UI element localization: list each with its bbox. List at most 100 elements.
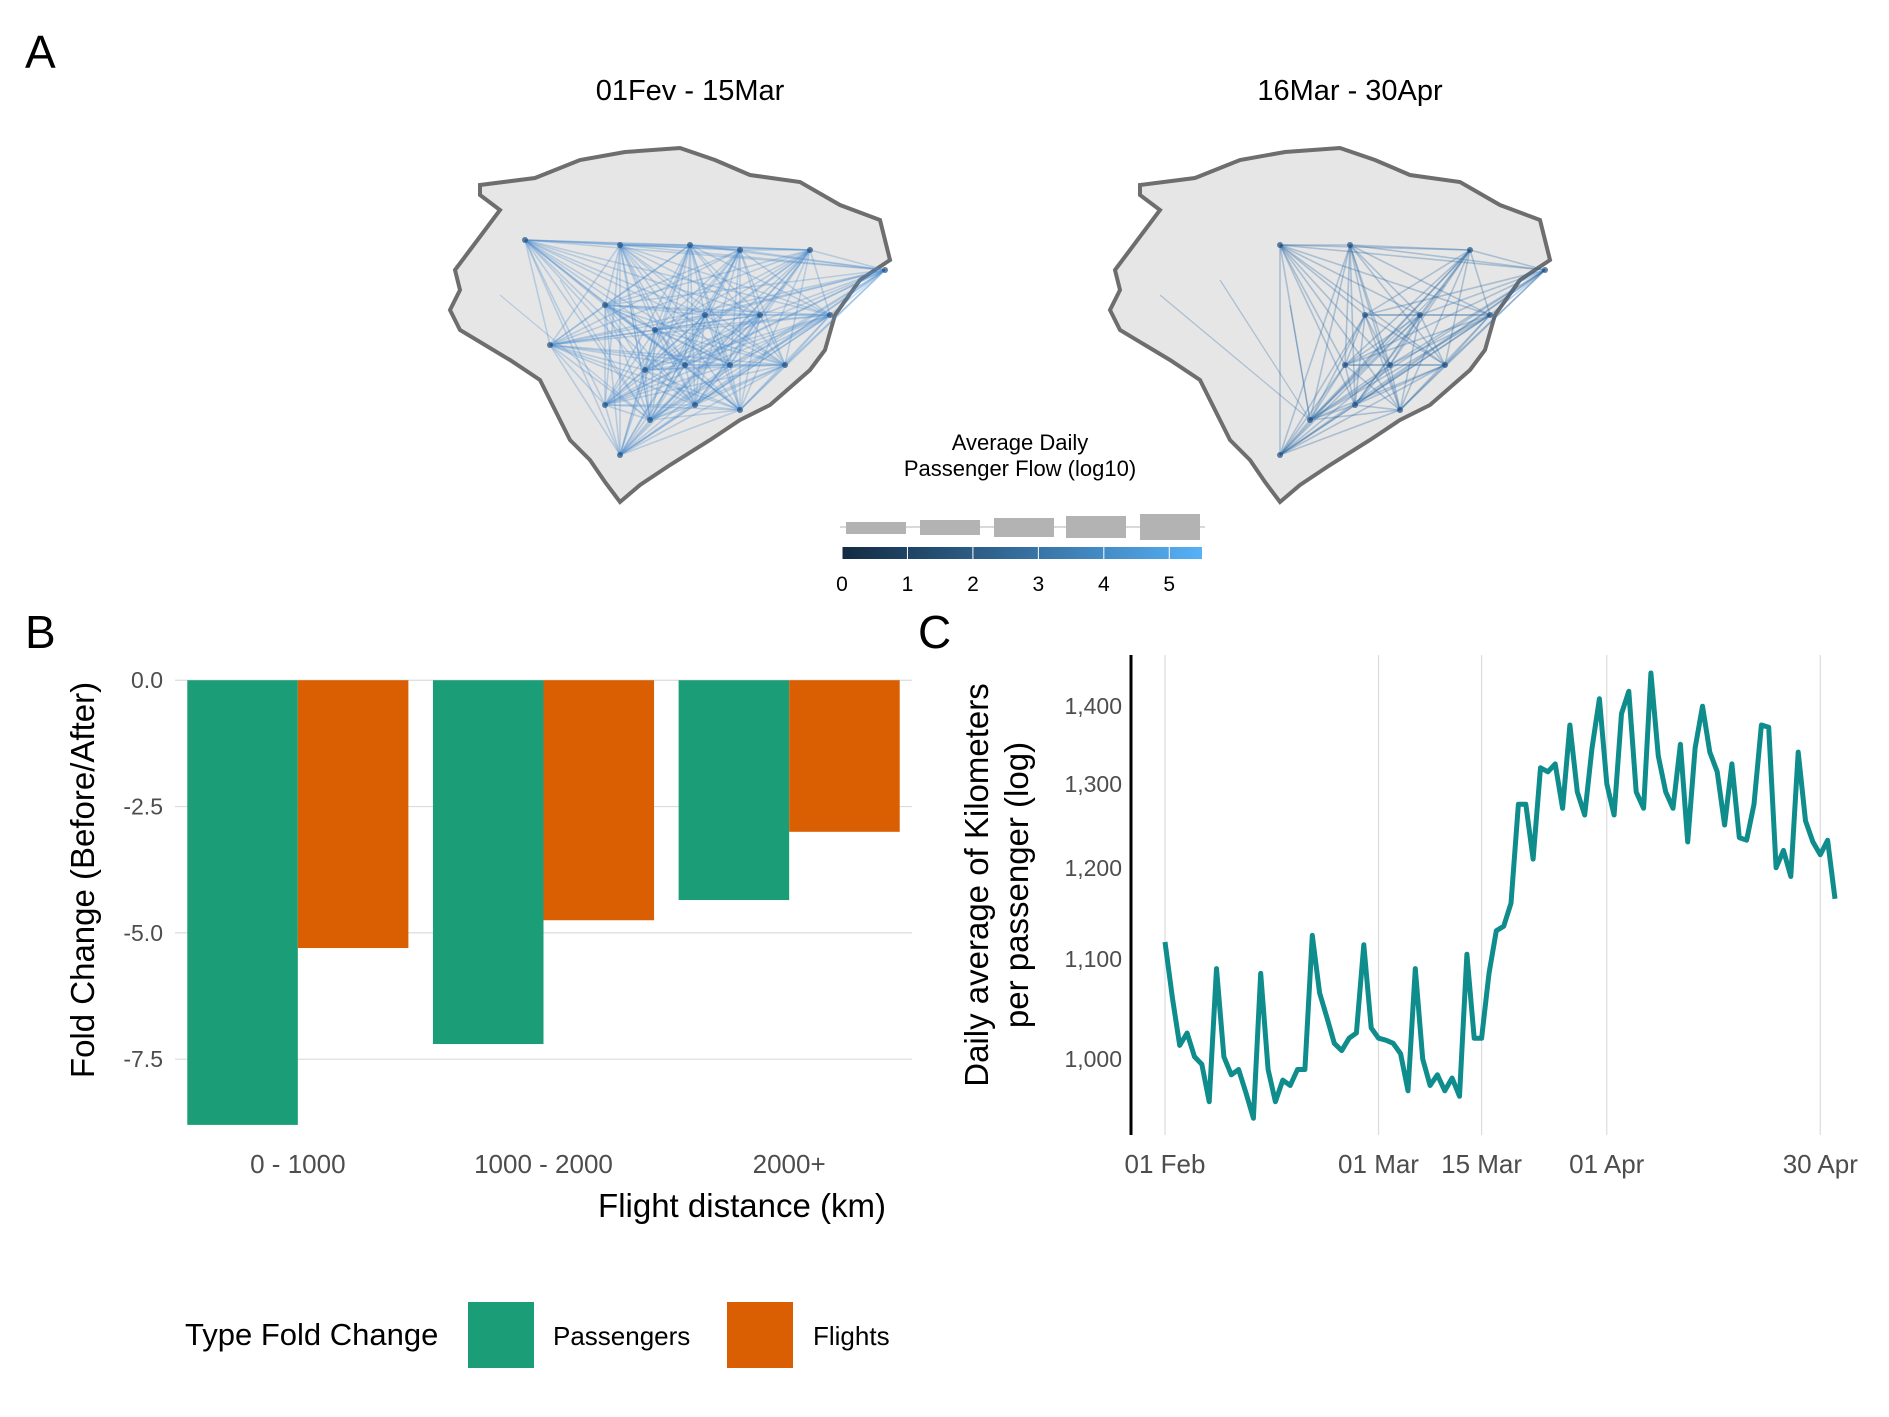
flow-line <box>604 249 741 406</box>
airport-node <box>692 402 698 408</box>
flow-line <box>694 249 811 406</box>
flow-line <box>604 364 786 406</box>
flow-line <box>1344 364 1356 406</box>
flow-legend-ticks: 0 1 2 3 4 5 <box>836 547 1175 596</box>
flow-line <box>1309 409 1401 421</box>
flow-line <box>619 244 886 271</box>
flow-line <box>759 314 786 366</box>
flow-line <box>619 329 656 456</box>
flow-line <box>619 314 761 456</box>
flow-line <box>1344 269 1546 366</box>
flow-line <box>604 269 886 306</box>
bar-y-tick-labels: 0.0 -2.5 -5.0 -7.5 <box>123 667 163 1072</box>
airport-node <box>1362 312 1368 318</box>
flow-line <box>604 314 706 406</box>
flow-line <box>549 329 656 346</box>
flow-line <box>604 304 656 331</box>
flow-line <box>739 249 831 316</box>
bar-y-tick-label: 0.0 <box>131 667 163 693</box>
flow-line <box>549 344 696 406</box>
flow-line <box>739 249 886 271</box>
flow-line <box>689 244 696 406</box>
flow-line <box>684 249 811 366</box>
bar-x-axis-title: Flight distance (km) <box>598 1187 886 1224</box>
flow-line <box>1489 269 1546 316</box>
bar-y-axis-title: Fold Change (Before/After) <box>64 682 101 1078</box>
airport-node <box>737 247 743 253</box>
flow-line <box>549 344 786 366</box>
flow-line <box>619 364 686 456</box>
country-outline <box>1107 145 1553 505</box>
flow-line <box>1344 244 1351 366</box>
flow-line <box>739 249 786 366</box>
flow-line <box>649 314 706 421</box>
flow-line <box>1279 244 1471 251</box>
flow-line <box>604 304 651 421</box>
flow-line <box>524 239 656 331</box>
flow-line <box>649 404 696 421</box>
flow-line <box>1309 314 1491 421</box>
flow-line <box>559 279 651 421</box>
flow-line <box>1419 269 1546 316</box>
flow-line <box>549 244 691 346</box>
line-y-tick-label: 1,400 <box>1064 693 1122 719</box>
legend-tick-label: 3 <box>1033 573 1045 596</box>
line-x-tick-label: 30 Apr <box>1783 1149 1859 1179</box>
flow-line <box>1364 314 1446 366</box>
airport-node <box>882 267 888 273</box>
flow-line <box>694 404 741 411</box>
flow-line <box>1159 294 1311 421</box>
line-y-tick-label: 1,200 <box>1064 855 1122 881</box>
legend-label-passengers: Passengers <box>553 1321 690 1351</box>
flow-line <box>649 314 831 421</box>
flow-line <box>644 364 786 371</box>
flow-line <box>619 314 706 456</box>
flow-line <box>1364 314 1401 411</box>
flow-line <box>784 314 831 366</box>
flow-line <box>1354 249 1471 406</box>
flow-line <box>1349 244 1401 411</box>
line-x-tick-label: 01 Mar <box>1338 1149 1419 1179</box>
flow-line <box>654 249 811 331</box>
flow-line <box>499 294 651 421</box>
airport-node <box>1352 402 1358 408</box>
flow-line <box>739 314 761 411</box>
airport-node <box>702 312 708 318</box>
flow-line <box>549 344 731 366</box>
flow-line <box>1364 314 1391 366</box>
flow-line <box>644 249 741 371</box>
flow-line <box>604 304 621 456</box>
flow-line <box>549 344 741 411</box>
line-y-tick-label: 1,100 <box>1064 946 1122 972</box>
flow-line <box>689 244 706 316</box>
airport-node <box>1467 247 1473 253</box>
legend-label-flights: Flights <box>813 1321 890 1351</box>
flow-line <box>1219 279 1311 421</box>
flow-line <box>1344 249 1471 366</box>
flow-line <box>604 364 731 406</box>
flow-line <box>604 244 691 406</box>
flow-line <box>644 249 811 371</box>
flow-line <box>649 314 761 421</box>
flow-line <box>1354 404 1401 411</box>
flow-line <box>604 314 761 406</box>
flow-line <box>1309 364 1391 421</box>
line-y-tick-labels: 1,000 1,100 1,200 1,300 1,400 <box>1064 693 1122 1072</box>
flow-line <box>619 244 686 366</box>
flow-line <box>649 409 741 421</box>
flow-line <box>649 364 731 421</box>
flow-line <box>604 249 811 406</box>
flow-line <box>694 269 886 406</box>
airport-node <box>602 302 608 308</box>
flow-line <box>604 244 621 406</box>
flow-line <box>1344 314 1366 366</box>
flow-line <box>1279 314 1491 456</box>
airport-node <box>1342 362 1348 368</box>
bar-flights <box>789 680 900 832</box>
airport-node <box>522 237 528 243</box>
flow-line <box>684 244 691 366</box>
flow-line <box>1279 244 1351 456</box>
flow-line <box>729 249 811 366</box>
flow-line <box>1399 249 1471 411</box>
flow-line <box>654 314 761 331</box>
